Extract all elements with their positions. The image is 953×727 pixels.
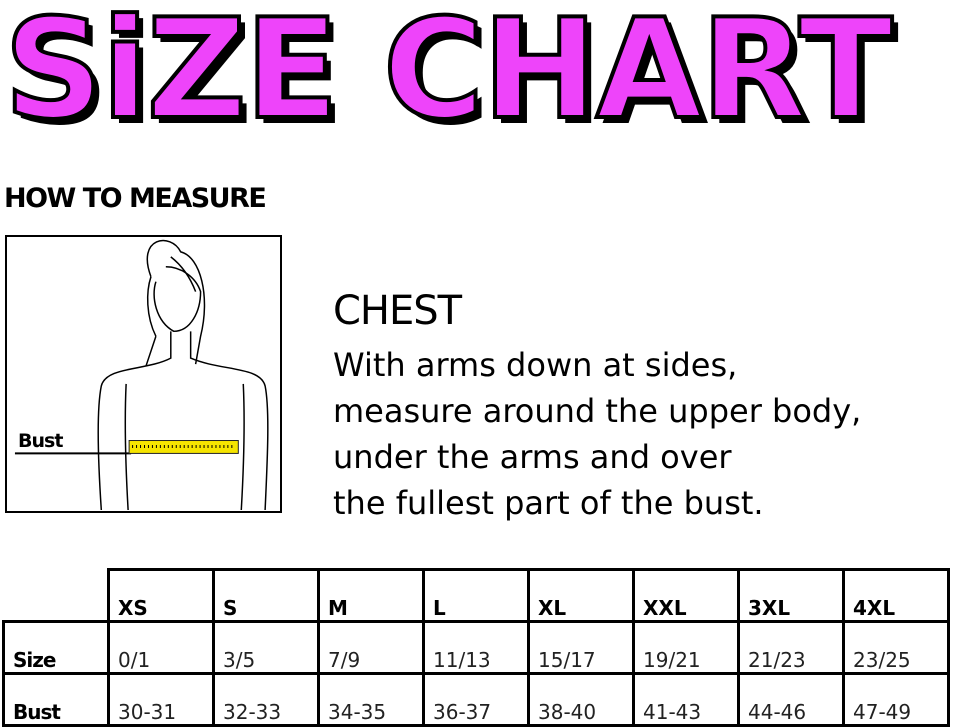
table-cell: 0/1	[107, 620, 215, 675]
page-title: SiZE CHART	[2, 0, 895, 152]
table-cell: 19/21	[632, 620, 740, 675]
table-cell: 44-46	[737, 672, 845, 727]
table-cell: 30-31	[107, 672, 215, 727]
table-row: Bust 30-31 32-33 34-35 36-37 38-40 41-43…	[2, 672, 950, 727]
measure-illustration: Bust	[5, 235, 282, 513]
instruction-line: With arms down at sides,	[333, 346, 738, 384]
how-to-measure-heading: HOW TO MEASURE	[4, 183, 267, 214]
column-header: XXL	[632, 568, 740, 623]
table-cell: 3/5	[212, 620, 320, 675]
column-header: M	[317, 568, 425, 623]
table-cell: 34-35	[317, 672, 425, 727]
table-cell: 47-49	[842, 672, 950, 727]
table-cell: 21/23	[737, 620, 845, 675]
instruction-line: the fullest part of the bust.	[333, 484, 764, 522]
table-cell: 38-40	[527, 672, 635, 727]
column-header: XS	[107, 568, 215, 623]
column-header: XL	[527, 568, 635, 623]
table-cell: 32-33	[212, 672, 320, 727]
size-table: XS S M L XL XXL 3XL 4XL Size 0/1 3/5 7/9…	[2, 568, 950, 727]
row-header: Bust	[2, 672, 110, 727]
instruction-line: under the arms and over	[333, 438, 732, 476]
table-cell: 11/13	[422, 620, 530, 675]
column-header: S	[212, 568, 320, 623]
column-header: 3XL	[737, 568, 845, 623]
table-row: Size 0/1 3/5 7/9 11/13 15/17 19/21 21/23…	[2, 620, 950, 675]
row-header: Size	[2, 620, 110, 675]
table-cell: 23/25	[842, 620, 950, 675]
instruction-line: measure around the upper body,	[333, 392, 862, 430]
table-cell: 41-43	[632, 672, 740, 727]
chest-heading: CHEST	[333, 288, 462, 334]
chest-instructions: With arms down at sides, measure around …	[333, 342, 948, 526]
table-header-row: XS S M L XL XXL 3XL 4XL	[3, 568, 950, 623]
bust-label: Bust	[18, 430, 63, 452]
corner-cell	[3, 569, 110, 623]
table-cell: 36-37	[422, 672, 530, 727]
table-cell: 7/9	[317, 620, 425, 675]
table-cell: 15/17	[527, 620, 635, 675]
column-header: L	[422, 568, 530, 623]
column-header: 4XL	[842, 568, 950, 623]
woman-figure-icon	[14, 239, 269, 511]
